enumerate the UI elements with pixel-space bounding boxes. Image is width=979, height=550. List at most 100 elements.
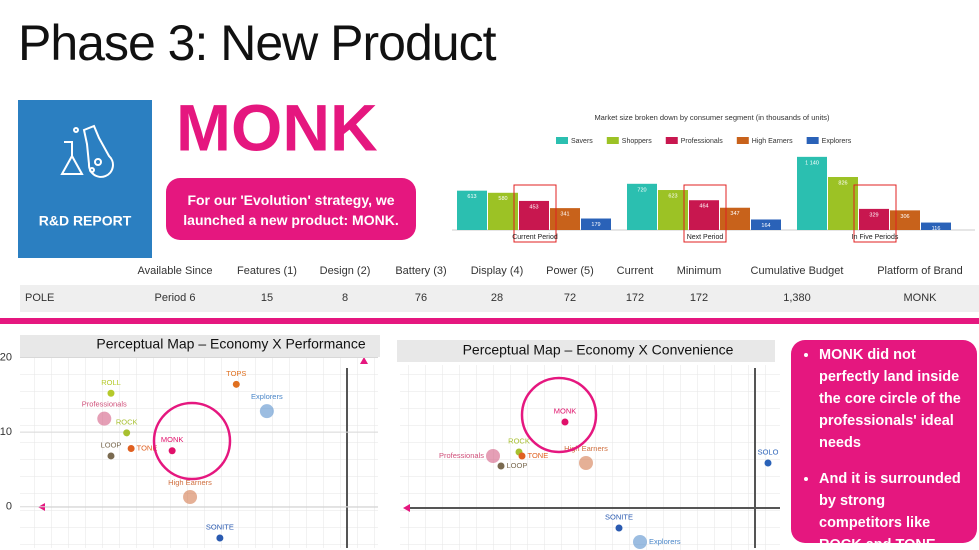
value-label: 164 [761,223,770,229]
value-label: 1 140 [805,160,819,166]
table-cell: Period 6 [155,292,196,304]
table-header: Minimum [677,265,722,277]
y-tick-label: 0 [6,501,12,513]
brand-point [497,462,505,470]
bar [457,190,487,230]
row-name: POLE [25,292,54,304]
brand-point [127,444,135,452]
point-label: Professionals [82,400,127,409]
point-label: High Earners [168,478,212,487]
ideal-point [579,456,593,470]
notes-list: MONK did not perfectly land inside the c… [801,344,969,550]
divider [0,318,979,324]
point-label: ROCK [116,417,138,426]
table-row-band [20,285,979,312]
brand-point [518,452,526,460]
bar [828,176,858,230]
brand-point [561,418,569,426]
table-cell: 72 [564,292,576,304]
legend-swatch [606,137,619,144]
legend-swatch [665,137,678,144]
table-header: Features (1) [237,265,297,277]
table-header: Platform of Brand [877,265,963,277]
notes-box: MONK did not perfectly land inside the c… [791,340,977,550]
point-label: Explorers [251,392,283,401]
brand-point [168,447,176,455]
value-label: 613 [467,194,476,200]
category-label: In Five Periods [852,234,899,241]
point-label: TOPS [226,369,246,378]
point-label: MONK [161,435,184,444]
point-label: SOLO [758,447,779,456]
bar [689,200,719,230]
table-cell: 172 [626,292,644,304]
page-title: Phase 3: New Product [18,15,496,71]
value-label: 306 [900,214,909,220]
legend-swatch [556,137,568,144]
point-label: LOOP [507,461,528,470]
value-label: 347 [730,211,739,217]
table-header: Cumulative Budget [751,265,844,277]
table-header: Available Since [137,265,212,277]
category-label: Current Period [512,234,558,241]
brand-point [216,534,224,542]
y-tick-label: 20 [0,351,12,363]
table-header: Current [617,265,654,277]
brand-point [615,524,623,532]
highlight-ring [152,401,232,481]
chart-title: Market size broken down by consumer segm… [594,113,830,122]
value-label: 580 [498,196,507,202]
point-label: SONITE [605,512,633,521]
point-label: Explorers [649,537,681,546]
value-label: 623 [668,193,677,199]
point-label: ROCK [508,436,530,445]
flask-icon [60,124,114,178]
brand-point [123,429,131,437]
legend-swatch [806,137,819,144]
map-title-bar [20,335,380,357]
point-label: LOOP [101,440,122,449]
map-title-bar [397,340,775,362]
table-header: Battery (3) [395,265,446,277]
note: MONK did not perfectly land inside the c… [819,344,969,454]
report-label: R&D REPORT [39,213,132,229]
report-tile [18,100,152,258]
brand-point [764,459,772,467]
legend-label: Explorers [822,138,852,145]
value-label: 329 [869,212,878,218]
highlight-box [683,184,727,243]
table-cell: 28 [491,292,503,304]
bar [751,219,781,230]
brand-point [107,452,115,460]
plot-area [20,358,378,548]
bar [890,210,920,230]
brand-point [232,380,240,388]
map-title: Perceptual Map – Economy X Performance [96,336,365,352]
legend-label: Savers [571,138,593,145]
ideal-point [486,449,500,463]
bar [550,208,580,230]
note: And it is surrounded by strong competito… [819,468,969,550]
bar [581,218,611,230]
value-label: 453 [529,204,538,210]
highlight-box [853,184,897,243]
table-header: Display (4) [471,265,524,277]
point-label: ROLL [101,378,121,387]
legend-swatch [736,137,749,144]
brand-point [107,389,115,397]
table-cell: 8 [342,292,348,304]
brand-name: MONK [176,90,378,164]
bar [797,156,827,230]
bar [658,190,688,230]
value-label: 826 [838,180,847,186]
bar [519,200,549,230]
ideal-point [97,411,112,426]
value-label: 720 [637,187,646,193]
bar [627,183,657,230]
table-cell: 15 [261,292,273,304]
point-label: MONK [554,406,577,415]
bar [921,222,951,230]
category-label: Next Period [687,234,724,241]
